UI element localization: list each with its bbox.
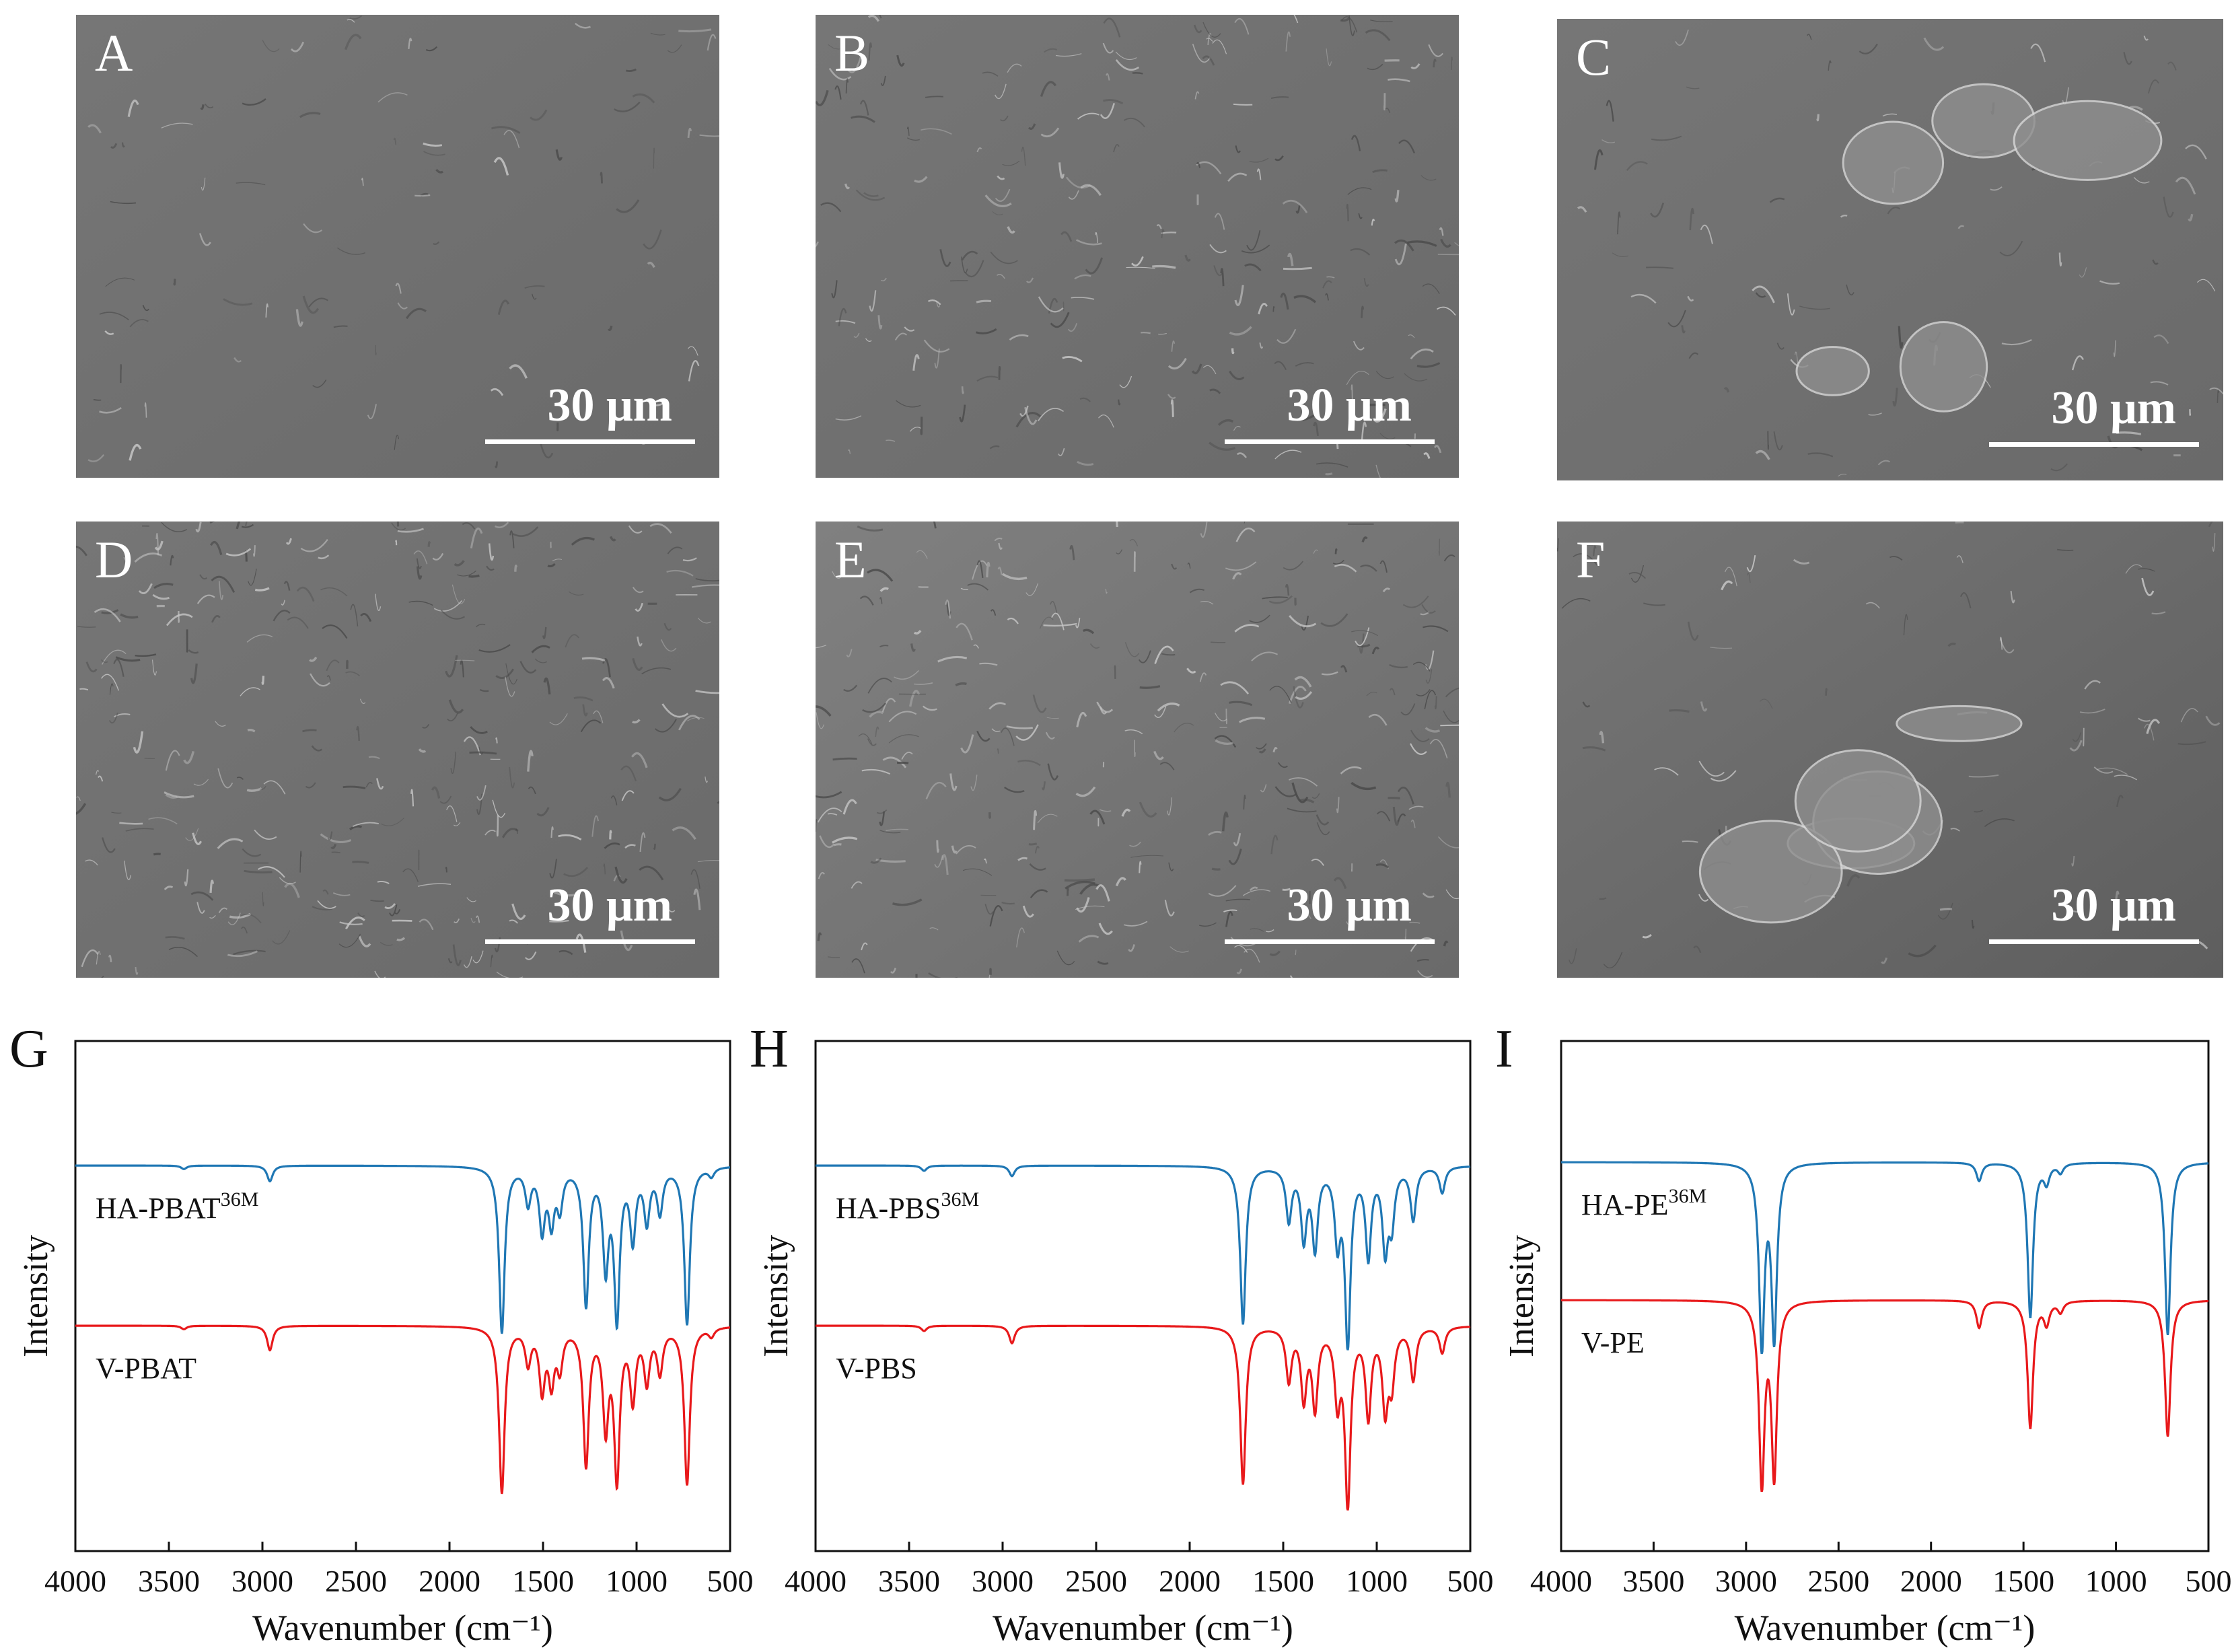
ftir-panel-h: 4000 3500 3000 2500 2000 1500 1000 500 Wavenumbe… — [740, 1019, 1494, 1652]
y-axis-label: Intensity — [17, 1235, 55, 1357]
x-tick-label: 2000 — [1159, 1564, 1221, 1598]
x-tick-label: 3000 — [972, 1564, 1034, 1598]
ftir-chart: 4000 3500 3000 2500 2000 1500 1000 500 Wavenumbe… — [1495, 1019, 2232, 1648]
scale-bar — [485, 439, 695, 444]
y-axis-label: Intensity — [757, 1235, 795, 1357]
sem-texture — [76, 522, 719, 978]
x-tick-label: 4000 — [1530, 1564, 1592, 1598]
scale-bar-label: 30 μm — [2051, 382, 2177, 434]
sem-image-d: D 30 μm — [76, 522, 719, 978]
plot-frame — [814, 1040, 1472, 1552]
x-tick-label: 1000 — [1346, 1564, 1408, 1598]
series-label-superscript: 36M — [1669, 1185, 1707, 1207]
x-tick-label: 500 — [2186, 1564, 2232, 1598]
sem-image-f: F 30 μm — [1557, 522, 2223, 978]
ftir-chart: 4000 3500 3000 2500 2000 1500 1000 500 Wavenumbe… — [750, 1019, 1494, 1648]
ftir-panel-g: 4000 3500 3000 2500 2000 1500 1000 500 Wavenumbe… — [0, 1019, 754, 1652]
y-axis-label: Intensity — [1503, 1235, 1541, 1357]
series-line-v — [816, 1324, 1471, 1511]
sem-panel-label: D — [95, 530, 133, 589]
scale-bar — [1989, 442, 2199, 447]
sem-panel-label: F — [1576, 530, 1606, 589]
x-tick-label: 1500 — [1992, 1564, 2054, 1598]
x-tick-label: 500 — [1447, 1564, 1494, 1598]
sem-image-e: E 30 μm — [816, 522, 1459, 978]
plot-frame — [1560, 1040, 2210, 1552]
x-tick-label: 3500 — [878, 1564, 940, 1598]
scale-bar-label: 30 μm — [1287, 380, 1412, 431]
series-label-superscript: 36M — [941, 1188, 980, 1211]
series-label: V-PE — [1581, 1326, 1645, 1359]
sem-panel-label: C — [1576, 28, 1612, 86]
series-label: HA-PBS36M — [836, 1188, 979, 1225]
panel-letter: G — [9, 1019, 48, 1079]
sem-texture — [816, 15, 1459, 478]
scale-bar-label: 30 μm — [547, 380, 673, 431]
scale-bar-label: 30 μm — [547, 879, 673, 931]
sem-image-c: C 30 μm — [1557, 19, 2223, 480]
x-tick-label: 1000 — [606, 1564, 668, 1598]
plot-frame — [74, 1040, 731, 1552]
ftir-chart: 4000 3500 3000 2500 2000 1500 1000 500 Wavenumbe… — [9, 1019, 754, 1648]
scale-bar-label: 30 μm — [2051, 879, 2177, 931]
sem-image-b: B 30 μm — [816, 15, 1459, 478]
x-tick-label: 2500 — [325, 1564, 387, 1598]
x-tick-label: 4000 — [785, 1564, 847, 1598]
x-tick-label: 1000 — [2085, 1564, 2147, 1598]
x-axis-label: Wavenumber (cm⁻¹) — [252, 1608, 553, 1648]
scale-bar — [485, 939, 695, 944]
sem-texture — [816, 522, 1459, 978]
panel-letter: I — [1495, 1019, 1513, 1079]
series-line-ha — [75, 1164, 730, 1334]
sem-texture — [1557, 522, 2223, 978]
x-tick-label: 3000 — [1715, 1564, 1777, 1598]
series-label: V-PBS — [836, 1352, 917, 1385]
x-axis-label: Wavenumber (cm⁻¹) — [1735, 1608, 2036, 1648]
sem-panel-label: B — [834, 24, 870, 82]
sem-texture — [76, 15, 719, 478]
series-label: V-PBAT — [96, 1352, 196, 1385]
x-tick-label: 2000 — [419, 1564, 480, 1598]
series-line-ha — [1561, 1161, 2209, 1355]
x-tick-label: 1500 — [1252, 1564, 1314, 1598]
panel-letter: H — [750, 1019, 789, 1079]
series-line-v — [1561, 1299, 2208, 1493]
sem-texture — [1557, 19, 2223, 480]
x-tick-label: 2500 — [1807, 1564, 1869, 1598]
x-tick-label: 2000 — [1900, 1564, 1962, 1598]
series-label-superscript: 36M — [221, 1188, 259, 1211]
x-tick-label: 3500 — [138, 1564, 200, 1598]
x-tick-label: 3500 — [1622, 1564, 1684, 1598]
scale-bar-label: 30 μm — [1287, 879, 1412, 931]
x-axis-label: Wavenumber (cm⁻¹) — [993, 1608, 1293, 1648]
series-label: HA-PBAT36M — [96, 1188, 258, 1225]
x-tick-label: 4000 — [44, 1564, 106, 1598]
sem-panel-label: E — [834, 530, 867, 589]
x-tick-label: 3000 — [231, 1564, 293, 1598]
scale-bar — [1989, 939, 2199, 944]
series-line-v — [75, 1324, 730, 1495]
series-line-ha — [816, 1164, 1471, 1351]
ftir-panel-i: 4000 3500 3000 2500 2000 1500 1000 500 Wavenumbe… — [1480, 1019, 2232, 1652]
sem-image-a: A 30 μm — [76, 15, 719, 478]
x-tick-label: 500 — [707, 1564, 754, 1598]
scale-bar — [1225, 939, 1435, 944]
scale-bar — [1225, 439, 1435, 444]
sem-panel-label: A — [95, 24, 133, 82]
x-tick-label: 1500 — [512, 1564, 574, 1598]
x-tick-label: 2500 — [1065, 1564, 1127, 1598]
series-label: HA-PE36M — [1581, 1185, 1706, 1221]
